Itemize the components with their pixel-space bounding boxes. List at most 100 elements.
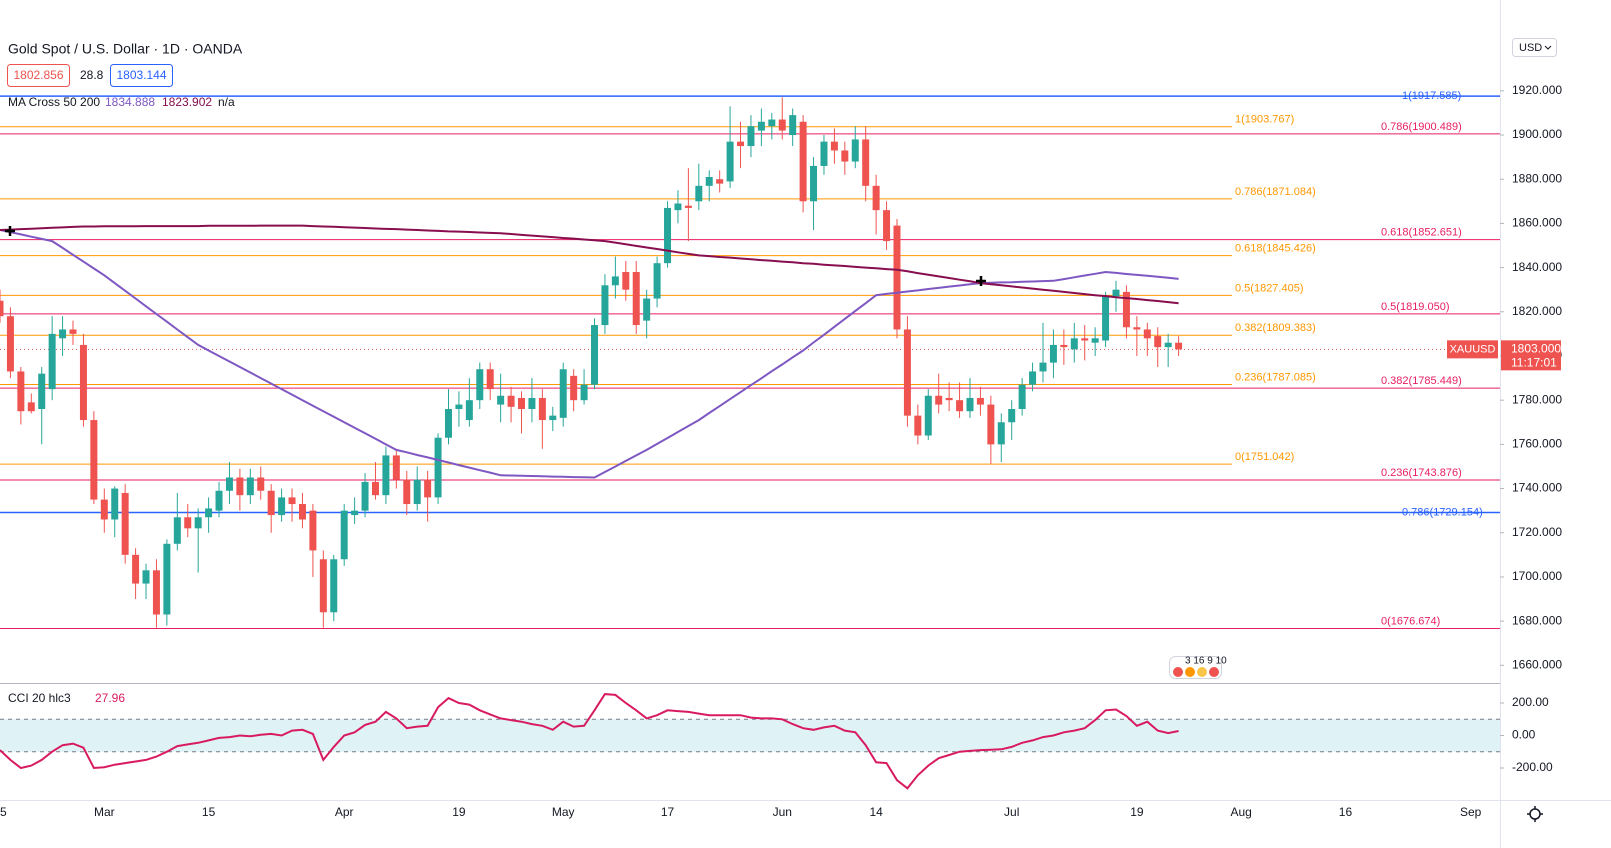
x-tick-label: 17 (661, 805, 675, 819)
candle-body (455, 404, 463, 410)
price-tag (1501, 340, 1561, 371)
indicator-title: MA Cross 50 200 (8, 95, 100, 109)
fib-level-label: 1(1903.767) (1235, 114, 1294, 126)
candle-body (59, 329, 67, 339)
fib-level-label: 0(1751.042) (1235, 451, 1294, 463)
candle-body (215, 490, 223, 511)
candle-body (705, 176, 713, 186)
candle-body (559, 369, 567, 418)
fib-level-label: 1(1917.585) (1402, 90, 1461, 102)
ask-box[interactable] (110, 64, 173, 87)
candle-body (288, 497, 296, 505)
x-tick-label: 19 (452, 805, 466, 819)
candle-body (674, 203, 682, 211)
candle-body (830, 141, 838, 151)
y-tick-label: 1740.000 (1512, 481, 1562, 495)
candle-body (976, 397, 984, 405)
candle-body (622, 272, 630, 290)
candle-body (27, 402, 35, 412)
y-tick-label: 1920.000 (1512, 83, 1562, 97)
candle-body (695, 185, 703, 202)
candle-body (903, 329, 911, 416)
candle-body (883, 210, 891, 242)
candle-body (1029, 371, 1037, 385)
candle-body (935, 395, 943, 405)
y-tick-label: 1860.000 (1512, 216, 1562, 230)
candle-body (90, 420, 98, 500)
x-tick-label: Sep (1460, 805, 1482, 819)
candle-body (6, 316, 14, 372)
indicator-value: 1834.888 (105, 95, 155, 109)
candle-body (851, 139, 859, 162)
candle-body (184, 517, 192, 529)
candle-body (392, 455, 400, 480)
candle-body (319, 559, 327, 613)
candle-body (737, 141, 745, 147)
candle-body (747, 126, 755, 147)
bid-box[interactable] (7, 64, 70, 87)
y-tick-label: 1720.000 (1512, 525, 1562, 539)
fib-level-label: 0.382(1785.449) (1381, 375, 1462, 387)
candle-body (643, 298, 651, 321)
dropdown-arrow (1544, 45, 1552, 50)
candle-body (799, 121, 807, 202)
countdown: 11:17:01 (1511, 356, 1557, 370)
candle-body (945, 397, 953, 401)
cci-band (0, 719, 1500, 752)
candle-body (841, 150, 849, 162)
cci-pane (0, 693, 1500, 790)
x-tick-label: 16 (1339, 805, 1353, 819)
candle-body (820, 141, 828, 166)
candle-body (1154, 336, 1162, 348)
candle-body (48, 333, 56, 390)
currency-button[interactable] (1512, 38, 1557, 57)
y-tick-label: 1880.000 (1512, 171, 1562, 185)
indicator-line (0, 693, 1179, 790)
spread: 28.8 (80, 68, 104, 82)
candle-body (591, 325, 599, 385)
candle-body (382, 455, 390, 496)
candle-body (997, 422, 1005, 445)
candle-body (893, 225, 901, 330)
x-tick-label: Mar (94, 805, 115, 819)
candle-body (966, 397, 974, 412)
candle-body (340, 510, 348, 560)
event-flag (1197, 667, 1207, 677)
events-counts: 3 16 9 10 (1185, 656, 1227, 667)
cross-marker (976, 276, 986, 286)
candle-body (79, 344, 87, 421)
candle-body (38, 373, 46, 410)
cross-marker (5, 226, 15, 236)
candle-body (1175, 342, 1183, 350)
candle-body (1091, 338, 1099, 343)
candle-body (518, 397, 525, 410)
candle-body (351, 510, 359, 516)
fib-level-label: 0.5(1819.050) (1381, 301, 1450, 313)
candle-body (580, 384, 588, 401)
candle-body (173, 517, 181, 544)
bid-price: 1802.856 (13, 68, 63, 82)
settings-button[interactable] (1527, 806, 1543, 822)
candle-body (194, 517, 202, 529)
candle-body (163, 543, 171, 615)
x-tick-label: 14 (869, 805, 883, 819)
candle-body (726, 141, 734, 182)
fib-level-label: 0(1676.674) (1381, 615, 1440, 627)
candle-body (1049, 344, 1057, 363)
candle-body (1081, 338, 1089, 341)
x-tick-label: Jul (1004, 805, 1019, 819)
fib-level-label: 0.5(1827.405) (1235, 282, 1304, 294)
candle-body (17, 371, 25, 412)
candle-body (142, 570, 150, 584)
events-icon[interactable]: 3 16 9 10 (1169, 656, 1228, 679)
x-tick-label: Jun (773, 805, 792, 819)
candle-body (100, 499, 108, 520)
candle-body (403, 479, 411, 505)
candle-body (246, 477, 254, 496)
y-tick-label: 1660.000 (1512, 657, 1562, 671)
candle-body (1102, 296, 1110, 341)
candle-body (465, 400, 473, 421)
fib-level-label: 0.786(1729.154) (1402, 506, 1483, 518)
candle-body (716, 179, 724, 184)
